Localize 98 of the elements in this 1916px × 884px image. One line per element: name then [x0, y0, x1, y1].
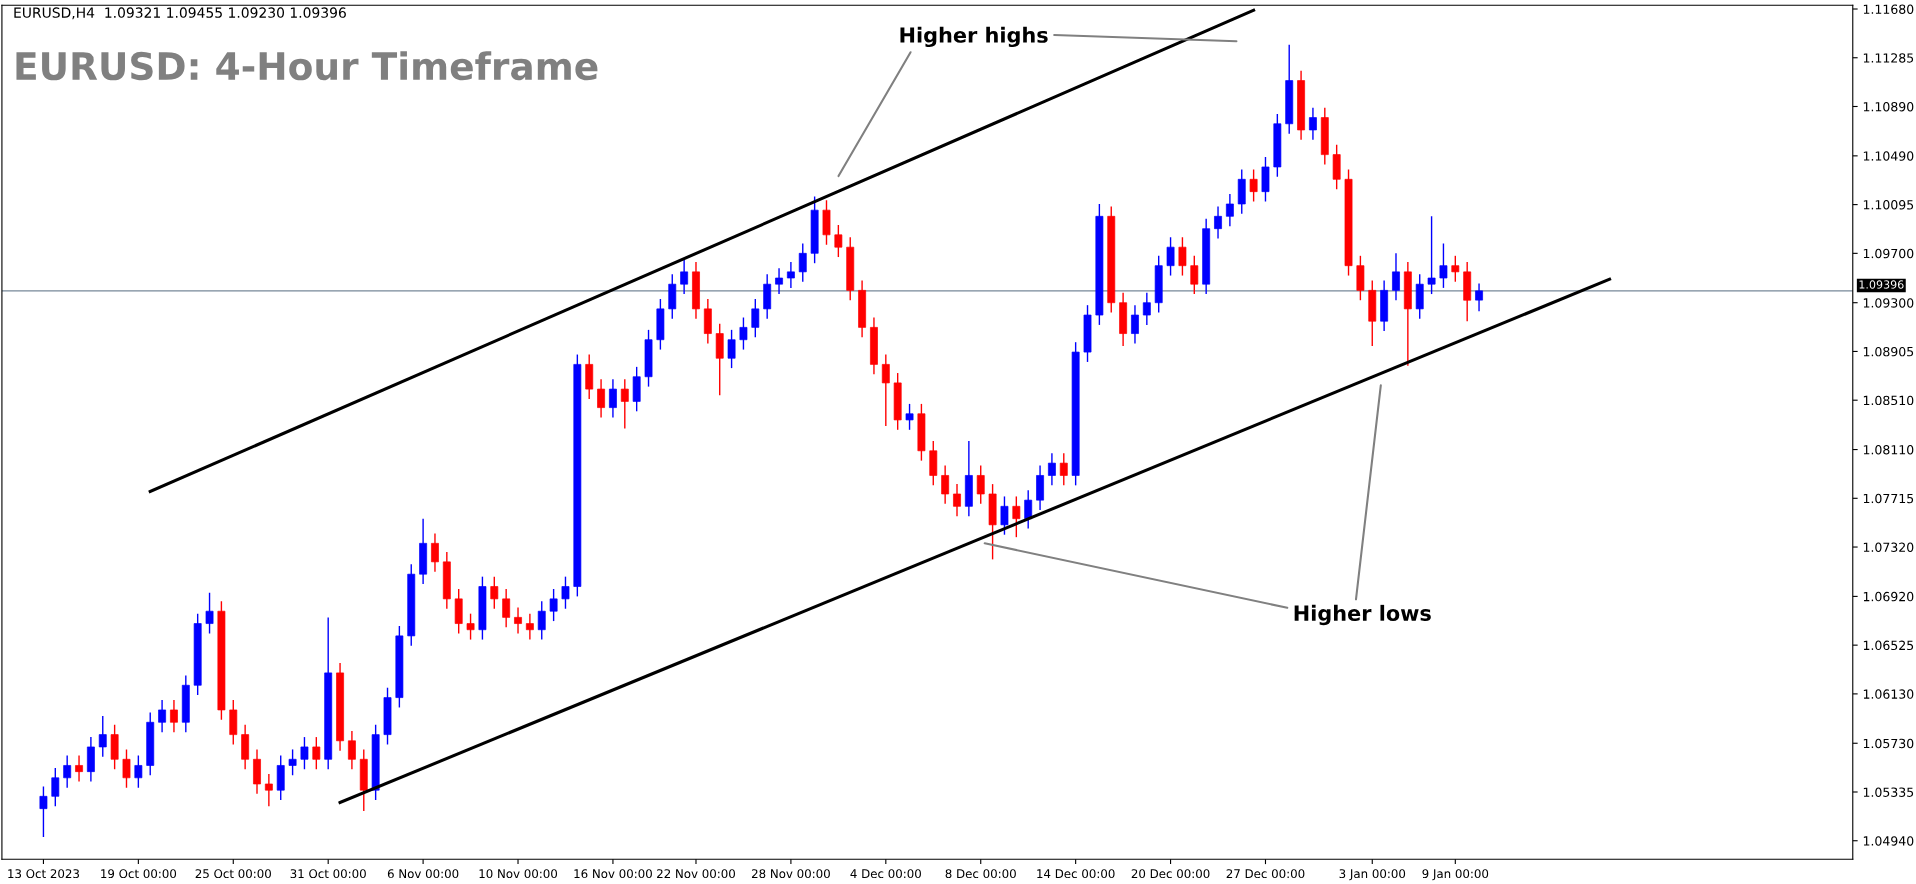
annotation: Higher highs: [900, 26, 1048, 48]
y-tick-label: 1.08905: [1863, 346, 1914, 357]
x-tick-label: 20 Dec 00:00: [1131, 869, 1210, 879]
candlestick: [1439, 242, 1448, 289]
candlestick: [170, 699, 178, 733]
candlestick: [1178, 236, 1187, 277]
candlestick: [466, 612, 475, 641]
candlestick: [561, 575, 570, 610]
y-tick-label: 1.07320: [1863, 542, 1914, 552]
y-tick-label: 1.11680: [1863, 4, 1914, 14]
annotation: EURUSD,H4 1.09321 1.09455 1.09230 1.09396: [14, 7, 346, 20]
candlestick: [514, 606, 522, 635]
x-tick-label: 9 Jan 00:00: [1422, 869, 1489, 881]
x-tick-label: 10 Nov 00:00: [479, 869, 558, 879]
candlestick: [537, 600, 546, 641]
y-tick-label: 1.06920: [1863, 591, 1914, 602]
candlestick: [905, 403, 914, 431]
x-tick-label: 31 Oct 00:00: [290, 869, 366, 879]
candlestick: [1451, 255, 1460, 283]
candlestick: [727, 329, 736, 369]
candlestick: [1166, 236, 1175, 277]
candlestick: [549, 588, 558, 622]
candlestick: [39, 785, 48, 838]
y-tick-label: 1.10095: [1863, 200, 1914, 210]
candlestick: [1059, 452, 1068, 487]
x-tick-label: 25 Oct 00:00: [195, 869, 271, 879]
candlestick: [1131, 304, 1139, 345]
candlestick: [264, 773, 273, 807]
candlestick: [158, 699, 166, 733]
candlestick: [597, 378, 605, 419]
candlestick: [1142, 292, 1151, 326]
candlestick: [348, 730, 356, 770]
candlestick: [1392, 252, 1400, 301]
x-tick-label: 4 Dec 00:00: [850, 869, 921, 879]
candlestick: [75, 754, 83, 783]
x-tick-label: 28 Nov 00:00: [751, 869, 830, 879]
candlestick: [1475, 282, 1483, 313]
candlestick: [490, 575, 499, 610]
candlestick: [1214, 205, 1222, 240]
candlestick: [1000, 495, 1009, 536]
y-tick-label: 1.10490: [1863, 151, 1914, 161]
candlestick: [300, 736, 309, 770]
candlestick: [680, 258, 689, 295]
x-tick-label: 6 Nov 00:00: [387, 869, 459, 879]
candlestick: [1048, 452, 1056, 487]
x-tick-label: 3 Jan 00:00: [1339, 869, 1406, 881]
candlestick: [1012, 495, 1021, 538]
candlestick: [312, 736, 321, 770]
candlestick: [1190, 255, 1199, 295]
y-tick-label: 1.10890: [1863, 101, 1914, 112]
candlestick: [1249, 168, 1258, 203]
x-tick-label: 27 Dec 00:00: [1226, 869, 1305, 879]
candlestick: [953, 483, 961, 517]
candlestick: [288, 748, 297, 777]
candlestick: [609, 378, 617, 419]
candlestick: [205, 592, 214, 635]
y-tick-label: 1.07715: [1863, 493, 1914, 504]
y-tick-label: 1.05335: [1863, 787, 1914, 797]
candlestick: [122, 748, 131, 789]
x-tick-label: 13 Oct 2023: [8, 869, 79, 879]
candlestick: [620, 378, 629, 430]
candlestick: [98, 715, 107, 758]
candlestick: [63, 754, 72, 789]
candlestick: [431, 532, 439, 573]
text: EURUSD: 4-Hour Timeframe: [16, 51, 598, 81]
candlestick: [1225, 193, 1234, 227]
y-tick-label: 1.09300: [1863, 298, 1914, 308]
y-tick-label: 1.11285: [1863, 53, 1914, 63]
x-tick-label: 8 Dec 00:00: [945, 869, 1016, 879]
candlestick: [881, 353, 890, 427]
candlestick: [775, 267, 783, 295]
candlestick: [976, 464, 985, 505]
y-tick-label: 1.08510: [1863, 395, 1914, 406]
ref-line-label: 1.09396: [1859, 280, 1904, 289]
annotation: Higher lows: [1294, 604, 1431, 626]
x-tick-label: 19 Oct 00:00: [101, 869, 177, 879]
candlestick: [941, 464, 950, 505]
y-tick-label: 1.09700: [1863, 248, 1914, 259]
y-tick-label: 1.05730: [1863, 738, 1914, 749]
candlestick: [51, 767, 60, 807]
candlestick: [502, 588, 511, 628]
candlestick: [786, 261, 795, 289]
candlestick: [1427, 215, 1436, 295]
candlestick: [798, 242, 807, 283]
candlestick: [751, 298, 760, 338]
x-tick-label: 22 Nov 00:00: [657, 869, 735, 879]
candlestick: [834, 224, 843, 258]
x-tick-label: 16 Nov 00:00: [574, 869, 652, 879]
y-tick-label: 1.04940: [1863, 836, 1914, 846]
candlestick: [739, 316, 748, 351]
candlestick: [1024, 489, 1033, 530]
y-tick-label: 1.06525: [1863, 640, 1914, 651]
candlestick: [1309, 107, 1317, 141]
candlestick: [134, 754, 143, 789]
x-tick-label: 14 Dec 00:00: [1037, 869, 1115, 879]
y-tick-label: 1.06130: [1863, 689, 1914, 699]
candlestick: [525, 612, 534, 641]
y-tick-label: 1.08110: [1863, 445, 1914, 455]
